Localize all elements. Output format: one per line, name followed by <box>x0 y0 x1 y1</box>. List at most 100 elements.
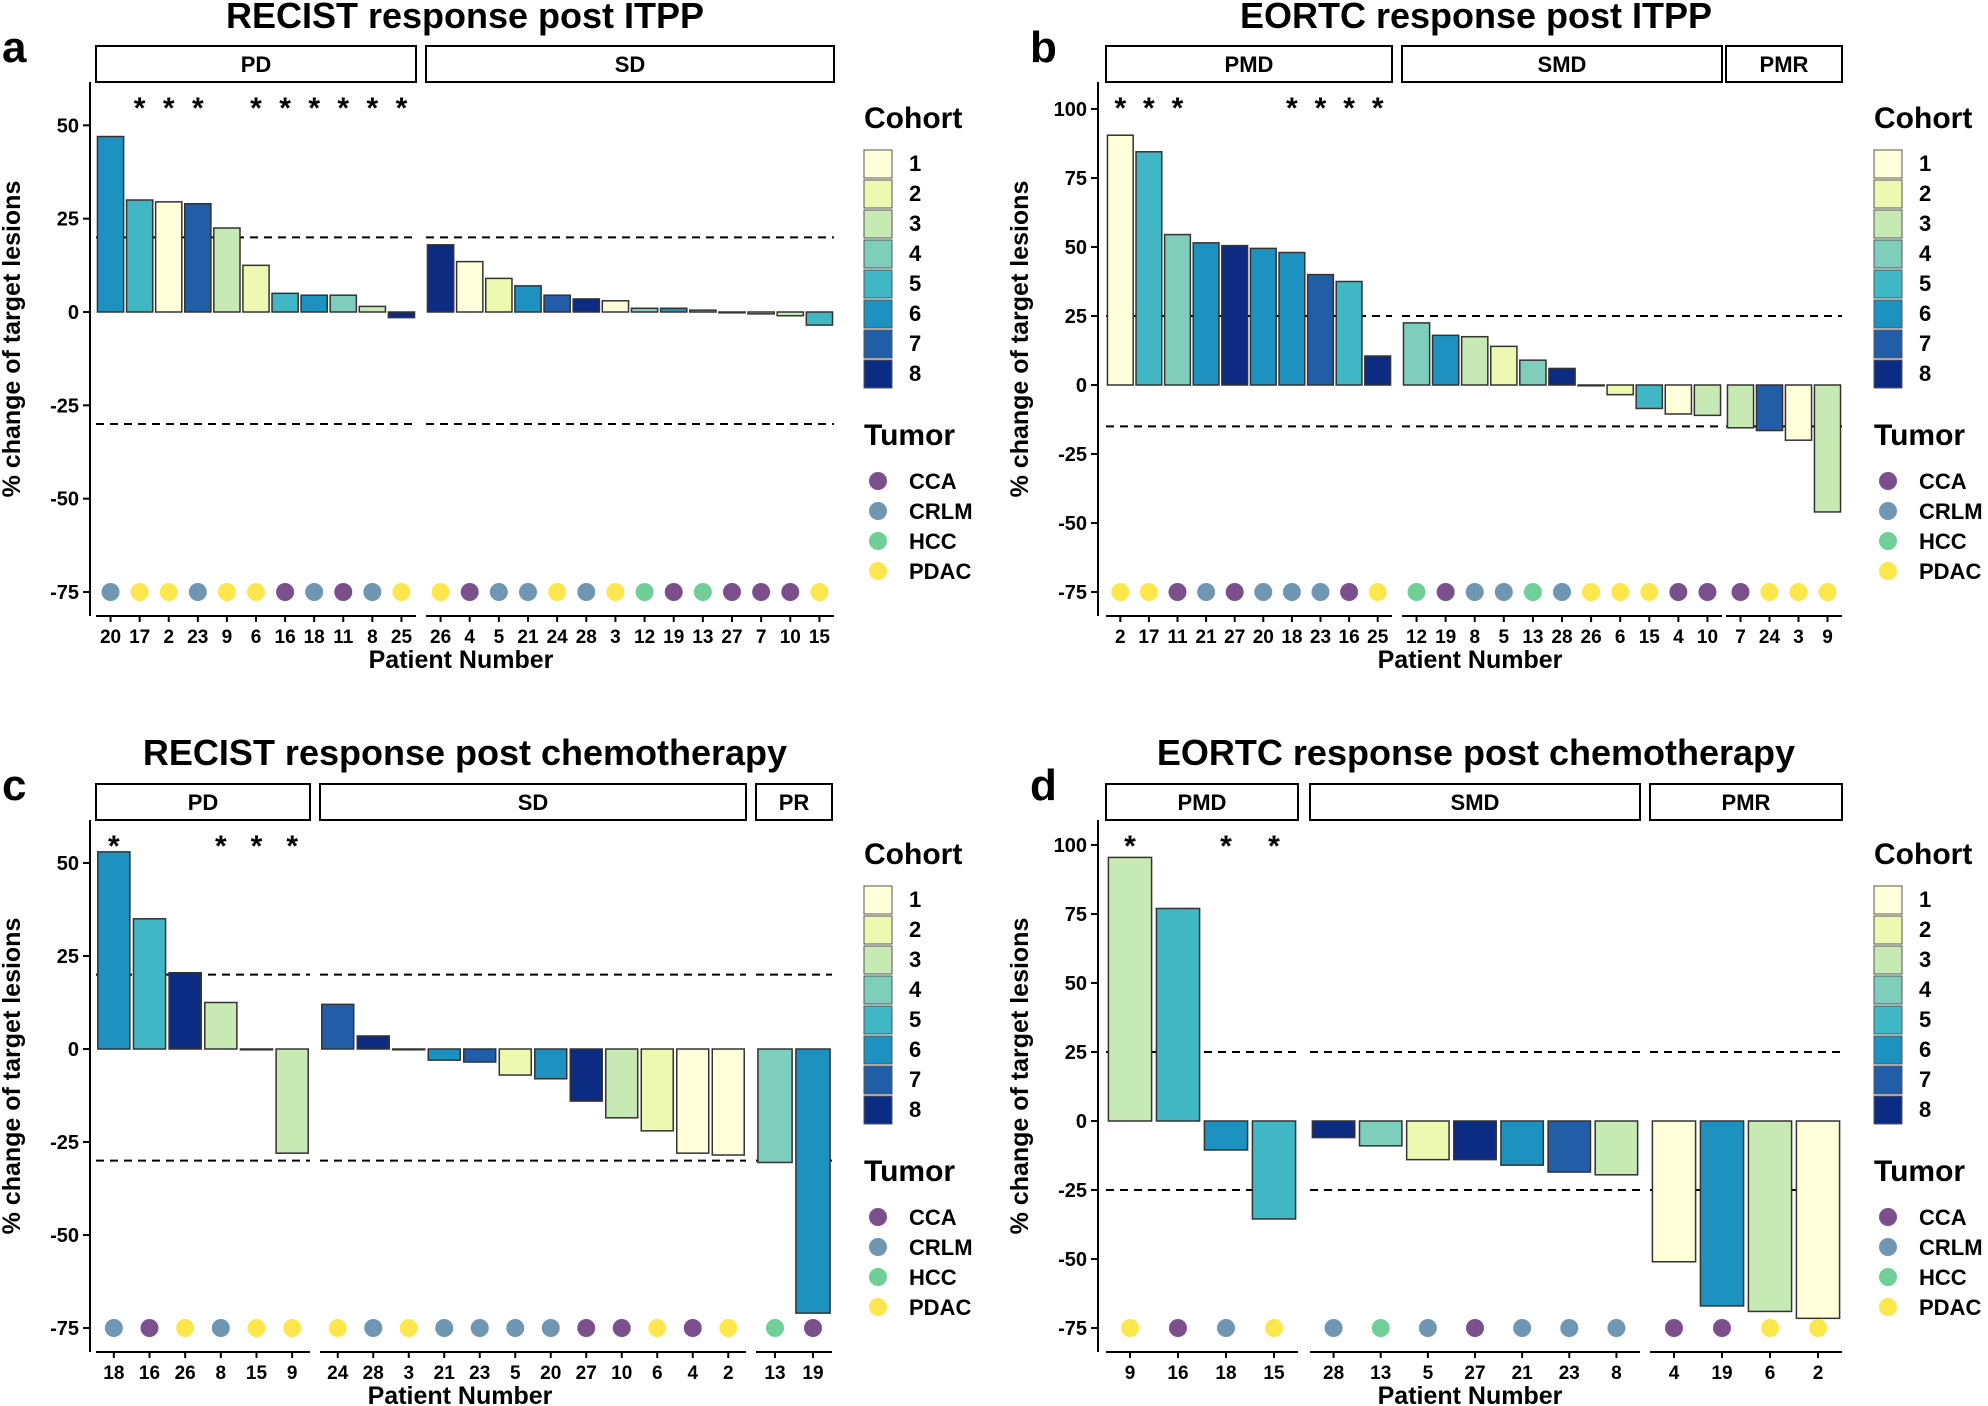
legend-cohort-label: 5 <box>909 1007 921 1032</box>
x-tick-label: 7 <box>1735 627 1746 648</box>
significance-star: * <box>396 92 408 125</box>
bar-patient-18 <box>97 851 131 1050</box>
x-tick-label: 21 <box>1512 1363 1534 1384</box>
tumor-dot-pdac <box>606 583 625 601</box>
x-tick-label: 4 <box>1673 627 1684 648</box>
x-tick-label: 5 <box>1423 1363 1434 1384</box>
x-tick-label: 2 <box>1115 627 1126 648</box>
legend-cohort-label: 2 <box>909 181 921 206</box>
tumor-dot-crlm <box>435 1319 454 1337</box>
legend-tumor-title: Tumor <box>864 1155 955 1188</box>
bar-patient-4 <box>676 1048 710 1154</box>
legend-tumor-dot <box>869 1298 887 1316</box>
tumor-dot-cca <box>577 1319 596 1337</box>
bar-patient-28 <box>572 298 601 313</box>
tumor-dot-crlm <box>489 583 508 601</box>
x-tick-label: 16 <box>275 627 296 648</box>
facet-strip-label: SMD <box>1451 790 1500 815</box>
chart-title: RECIST response post ITPP <box>226 0 704 36</box>
panel-a: RECIST response post ITPPa50250-25-50-75… <box>0 0 973 674</box>
tumor-dot-crlm <box>363 583 382 601</box>
x-tick-label: 17 <box>1138 627 1159 648</box>
legend-cohort-label: 4 <box>909 977 922 1002</box>
tumor-dot-pdac <box>130 583 149 601</box>
significance-star: * <box>192 92 204 125</box>
legend-tumor-label: CRLM <box>1919 499 1983 524</box>
facet-strip <box>755 783 833 821</box>
legend-tumor-label: CRLM <box>909 1235 973 1260</box>
panel-letter: d <box>1030 761 1057 810</box>
x-tick-label: 3 <box>403 1363 414 1384</box>
bar-patient-26 <box>168 971 202 1050</box>
legend-cohort-swatch <box>863 1035 893 1065</box>
bar-patient-5 <box>484 277 513 313</box>
legend-tumor-title: Tumor <box>1874 419 1965 452</box>
facet-strip <box>1725 45 1843 83</box>
tumor-dot-pdac <box>392 583 411 601</box>
significance-star: * <box>1372 92 1384 125</box>
x-tick-label: 4 <box>1669 1363 1680 1384</box>
legend-cohort-label: 4 <box>909 241 922 266</box>
significance-star: * <box>251 830 263 863</box>
tumor-dot-cca <box>1169 1319 1187 1337</box>
bar-patient-20 <box>96 135 125 313</box>
bar-patient-19 <box>1699 1120 1745 1307</box>
x-tick-label: 28 <box>576 627 597 648</box>
tumor-dot-crlm <box>1311 583 1330 601</box>
legend-cohort-swatch <box>863 239 893 269</box>
facet-pmd: PMD 2 * 17 * 11 * 21 27 20 18 * 23 * 16 * 25 * <box>1105 45 1393 648</box>
bar-patient-13 <box>1358 1120 1403 1147</box>
x-tick-label: 25 <box>1367 627 1389 648</box>
legend-tumor-dot <box>1879 1208 1897 1226</box>
tumor-dot-pdac <box>719 1319 738 1337</box>
legend-tumor-title: Tumor <box>864 419 955 452</box>
x-axis-label: Patient Number <box>368 1382 553 1406</box>
legend-cohort-label: 3 <box>1919 211 1931 236</box>
x-tick-label: 6 <box>251 627 262 648</box>
tumor-dot-cca <box>334 583 353 601</box>
x-tick-label: 26 <box>175 1363 196 1384</box>
legend-cohort-label: 5 <box>1919 271 1931 296</box>
x-tick-label: 5 <box>1499 627 1510 648</box>
bar-patient-15 <box>239 1048 274 1051</box>
x-axis-label: Patient Number <box>1378 646 1563 674</box>
legend-cohort-label: 7 <box>1919 331 1931 356</box>
x-tick-label: 8 <box>216 1363 227 1384</box>
x-tick-label: 11 <box>333 627 354 648</box>
x-tick-label: 28 <box>1323 1363 1344 1384</box>
x-tick-label: 28 <box>1551 627 1572 648</box>
x-tick-label: 19 <box>802 1363 823 1384</box>
tumor-dot-crlm <box>1197 583 1216 601</box>
legend-cohort-swatch <box>1873 209 1903 239</box>
legend-cohort-label: 7 <box>909 331 921 356</box>
legend-tumor-dot <box>869 532 887 550</box>
legend-tumor-label: CCA <box>1919 469 1967 494</box>
legend-tumor-dot <box>1879 532 1897 550</box>
x-tick-label: 6 <box>652 1363 663 1384</box>
tumor-dot-cca <box>664 583 683 601</box>
bar-patient-3 <box>601 300 630 313</box>
legend-cohort-swatch <box>863 1065 893 1095</box>
bar-patient-4 <box>1651 1120 1697 1263</box>
y-tick-label: -50 <box>1058 1249 1087 1271</box>
bar-patient-21 <box>1500 1120 1545 1166</box>
legend-cohort-label: 1 <box>909 151 921 176</box>
legend-tumor-dot <box>869 502 887 520</box>
x-tick-label: 15 <box>246 1363 268 1384</box>
legend-tumor-label: HCC <box>909 529 957 554</box>
legend-tumor-dot <box>869 472 887 490</box>
x-tick-label: 6 <box>1615 627 1626 648</box>
bar-patient-16 <box>1155 907 1201 1122</box>
significance-star: * <box>1124 830 1136 863</box>
bar-patient-19 <box>1431 334 1460 386</box>
legend-cohort-label: 6 <box>1919 1037 1931 1062</box>
tumor-dot-pdac <box>1640 583 1659 601</box>
bar-patient-28 <box>1311 1120 1356 1139</box>
legend-cohort-swatch <box>1873 1035 1903 1065</box>
bar-patient-25 <box>387 311 416 319</box>
bar-patient-16 <box>132 918 167 1050</box>
y-tick-label: 50 <box>57 115 79 137</box>
facet-strip-label: PMD <box>1178 790 1227 815</box>
significance-star: * <box>1220 830 1232 863</box>
y-axis-label: % change of target lesions <box>1006 181 1034 498</box>
